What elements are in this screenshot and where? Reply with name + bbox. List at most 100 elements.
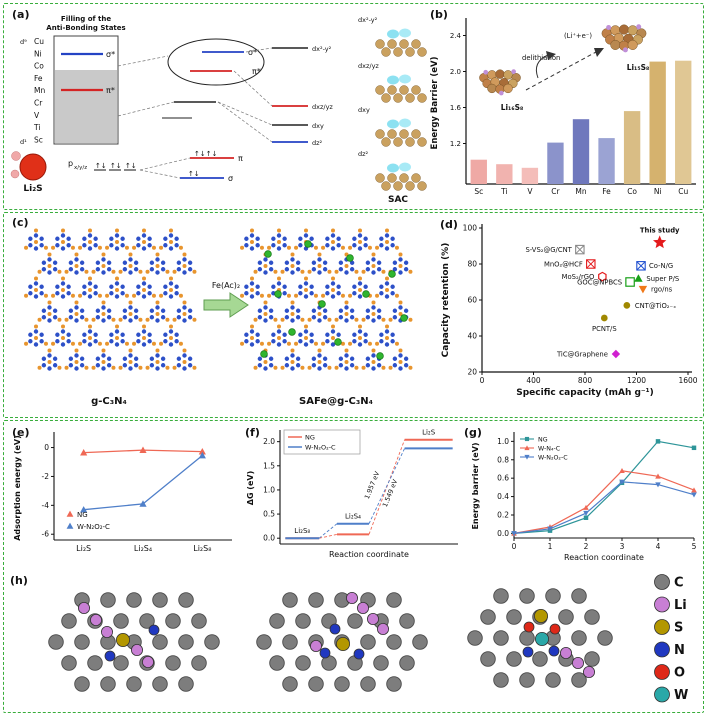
svg-text:dx²-y²: dx²-y²	[312, 45, 332, 53]
svg-text:Li₂S: Li₂S	[422, 429, 436, 437]
atom-W	[535, 632, 550, 647]
atom-Li	[141, 656, 154, 669]
svg-text:Mn: Mn	[575, 187, 586, 196]
svg-text:Li₂S₄: Li₂S₄	[134, 544, 152, 553]
svg-text:20: 20	[467, 368, 477, 377]
svg-text:V: V	[527, 187, 533, 196]
svg-text:1.2: 1.2	[450, 140, 461, 148]
svg-text:-4: -4	[42, 501, 50, 510]
svg-text:σ: σ	[228, 174, 233, 183]
svg-text:Li₂S₄: Li₂S₄	[345, 513, 361, 521]
bar-Mn	[572, 119, 590, 184]
svg-text:d⁹: d⁹	[20, 38, 27, 46]
dashed-arrow-head	[594, 48, 604, 57]
svg-text:Li₂S: Li₂S	[23, 184, 42, 194]
panel-c-label: (c)	[12, 216, 29, 229]
svg-text:Li: Li	[674, 598, 687, 613]
fe-atom	[264, 250, 272, 258]
sac-orbital-image	[375, 118, 427, 147]
svg-text:1.549 eV: 1.549 eV	[381, 478, 400, 509]
svg-text:π: π	[238, 154, 243, 163]
star-marker	[653, 235, 667, 249]
svg-text:rgo/ns: rgo/ns	[651, 286, 673, 294]
svg-text:Adsorption energy (eV): Adsorption energy (eV)	[13, 435, 22, 541]
group-ab-border	[3, 3, 704, 210]
svg-text:N: N	[674, 643, 685, 658]
element-Sc: Sc	[34, 135, 43, 144]
svg-text:SAC: SAC	[388, 195, 408, 205]
svg-text:1.0: 1.0	[263, 485, 275, 494]
legend-sphere-Li	[654, 596, 670, 613]
svg-text:Li₂S: Li₂S	[76, 544, 91, 553]
svg-text:0.8: 0.8	[497, 455, 509, 464]
panel-d-label: (d)	[440, 218, 458, 231]
atom-O	[549, 623, 561, 635]
svg-text:Li₂S₈: Li₂S₈	[294, 527, 310, 535]
svg-text:5: 5	[692, 542, 697, 551]
svg-text:Ni: Ni	[654, 187, 662, 196]
atom-Li	[90, 614, 103, 627]
atom-N	[104, 650, 116, 662]
d-points: This study S-VS₂@G/CNT MnO₂@HCF Co-N/G MoS₂/…	[525, 226, 680, 358]
fe-atom	[334, 338, 342, 346]
svg-text:Super P/S: Super P/S	[646, 275, 679, 283]
atom-Li	[560, 647, 573, 660]
group-eh-border	[3, 420, 704, 713]
panel-d: 0 400 800 1200 1600 20 40 60 80 100 Specific capac…	[441, 224, 698, 399]
element-Mn: Mn	[34, 86, 45, 95]
svg-text:2.4: 2.4	[450, 32, 462, 40]
fe-atom	[400, 314, 408, 322]
svg-text:W-N₂O₂-C: W-N₂O₂-C	[305, 444, 336, 452]
svg-text:W-N₂O₂-C: W-N₂O₂-C	[77, 523, 110, 531]
svg-text:W-N₂O₂-C: W-N₂O₂-C	[538, 455, 568, 462]
svg-text:0.2: 0.2	[497, 510, 509, 519]
atom-Li	[78, 602, 91, 615]
atom-Li	[101, 626, 114, 639]
bar-V	[521, 167, 539, 184]
f-legend: NG W-N₂O₂-C	[283, 429, 361, 455]
svg-text:1200: 1200	[627, 376, 646, 385]
svg-text:Co-N/G: Co-N/G	[649, 262, 673, 270]
g-line-W-N₂O₂-C	[513, 481, 695, 534]
legend-sphere-W	[654, 686, 670, 703]
svg-text:dxy: dxy	[312, 122, 324, 130]
svg-text:Cr: Cr	[551, 187, 560, 196]
svg-text:Capacity retention (%): Capacity retention (%)	[441, 243, 451, 358]
panel-b: 1.2 1.6 2.0 2.4 Energy Barrier (eV) Sc Ti V Cr Mn…	[430, 18, 696, 196]
atom-Li	[356, 602, 369, 615]
b-bars	[470, 60, 692, 185]
reaction-arrow	[203, 292, 249, 318]
element-V: V	[34, 111, 40, 120]
svg-text:-6: -6	[42, 530, 50, 539]
svg-text:delithiation: delithiation	[522, 54, 560, 62]
svg-text:↑↓: ↑↓	[188, 170, 200, 178]
svg-text:1.6: 1.6	[450, 104, 462, 112]
atom-N	[522, 646, 534, 658]
g-legend: NG W-N₄-C W-N₂O₂-C	[520, 437, 568, 462]
polysulfide-cluster	[601, 24, 647, 53]
svg-text:0.6: 0.6	[497, 474, 509, 483]
svg-text:NG: NG	[305, 434, 315, 442]
panel-g: 0 1 2 3 4 5 0.0 0.2 0.4 0.6 0.8 1.0 Reaction coordin…	[471, 432, 697, 562]
svg-text:↑↓: ↑↓	[110, 162, 122, 170]
atom-Li	[345, 591, 358, 604]
svg-text:d¹: d¹	[20, 138, 27, 146]
svg-text:dxz/yz: dxz/yz	[358, 62, 379, 70]
bar-Ti	[496, 164, 513, 184]
svg-text:C: C	[674, 576, 684, 591]
svg-text:2.0: 2.0	[450, 68, 461, 76]
svg-text:NG: NG	[538, 437, 548, 444]
panel-e: 0 -2 -4 -6 Li₂S Li₂S₄ Li₂S₈ Adsorption energy (…	[13, 432, 232, 553]
atom-O	[523, 621, 535, 633]
atom-N	[148, 624, 160, 636]
svg-text:NG: NG	[77, 511, 88, 519]
svg-text:p: p	[68, 159, 73, 168]
sac-orbital-image	[375, 74, 427, 103]
svg-text:3: 3	[620, 542, 625, 551]
svg-text:Fe(Ac)₂: Fe(Ac)₂	[212, 281, 240, 290]
legend-sphere-O	[654, 664, 670, 680]
svg-text:π*: π*	[106, 86, 115, 95]
